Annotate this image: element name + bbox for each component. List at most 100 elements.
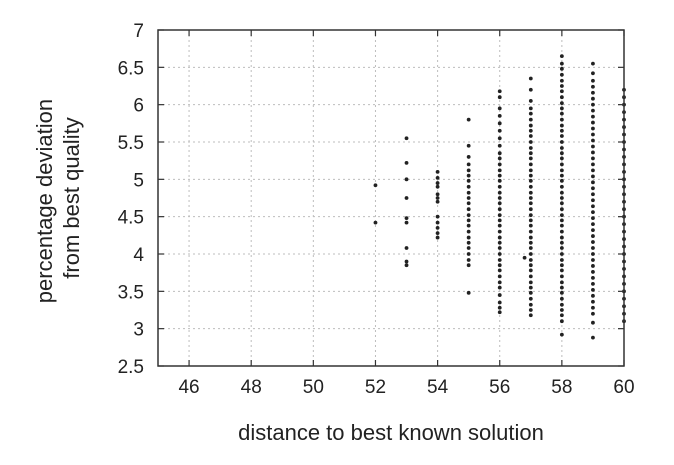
data-point [497, 229, 502, 234]
data-point [497, 113, 502, 118]
data-point [435, 192, 440, 197]
data-point [497, 162, 502, 167]
data-point [497, 136, 502, 141]
data-point [528, 201, 533, 206]
data-point [559, 84, 564, 88]
data-point [591, 186, 595, 191]
data-point [497, 240, 502, 245]
data-point [591, 150, 595, 155]
data-point [559, 123, 564, 128]
data-point [466, 207, 471, 212]
data-point [559, 128, 564, 133]
data-point [404, 263, 409, 268]
data-point [466, 235, 471, 240]
data-point [522, 255, 527, 260]
data-point [559, 201, 564, 206]
data-point [559, 106, 564, 111]
data-point [497, 168, 502, 173]
data-point [435, 235, 440, 240]
y-tick-label: 5.5 [118, 133, 144, 154]
data-point [591, 270, 595, 274]
data-point [528, 235, 533, 240]
data-point [466, 190, 471, 195]
data-point [435, 231, 440, 235]
data-point [528, 99, 533, 103]
data-point [373, 183, 378, 188]
data-point [559, 151, 564, 156]
data-point [528, 178, 533, 183]
data-point [591, 293, 595, 298]
data-point [559, 285, 564, 290]
data-point [591, 144, 595, 149]
y-tick-label: 2.5 [118, 357, 144, 378]
data-point [559, 319, 564, 324]
y-tick-label: 4.5 [118, 208, 144, 229]
data-point [591, 228, 595, 233]
data-point [528, 302, 533, 307]
data-point [466, 246, 471, 250]
data-point [466, 184, 471, 189]
data-point [591, 192, 595, 197]
data-point [591, 216, 595, 221]
data-point [497, 95, 502, 100]
data-point [528, 213, 533, 218]
x-tick-label: 50 [303, 377, 324, 398]
data-point [497, 300, 502, 305]
data-point [559, 223, 564, 228]
y-tick-label: 5 [133, 170, 144, 191]
data-point [559, 184, 564, 189]
data-point [591, 246, 595, 250]
data-point [559, 308, 564, 312]
data-point [466, 213, 471, 218]
data-point [591, 180, 595, 185]
data-point [497, 280, 502, 285]
y-tick-label: 7 [133, 21, 144, 42]
data-point [559, 332, 564, 337]
data-point [559, 252, 564, 256]
data-point [404, 246, 409, 250]
data-point [528, 290, 533, 295]
data-point [591, 222, 595, 227]
data-point [497, 218, 502, 223]
y-tick-label: 4 [133, 245, 144, 266]
data-point [497, 190, 502, 195]
data-point [466, 173, 471, 178]
data-point [559, 101, 564, 106]
data-point [373, 220, 378, 225]
x-tick-label: 52 [365, 377, 386, 398]
data-point [528, 156, 533, 161]
data-point [559, 207, 564, 212]
data-point [528, 240, 533, 245]
data-point [559, 134, 564, 138]
data-point [591, 114, 595, 119]
data-point [559, 173, 564, 178]
data-point [559, 240, 564, 245]
data-point [528, 252, 533, 256]
data-point [591, 138, 595, 143]
data-point [466, 168, 471, 173]
data-point [559, 218, 564, 223]
data-point [559, 111, 564, 116]
x-tick-label: 54 [427, 377, 449, 398]
data-point [528, 308, 533, 312]
data-point [559, 89, 564, 94]
data-point [528, 313, 533, 318]
data-point [528, 218, 533, 223]
data-point [435, 181, 440, 185]
data-point [528, 76, 533, 81]
data-point [559, 162, 564, 167]
data-point [591, 198, 595, 203]
data-point [528, 106, 533, 111]
data-point [404, 177, 409, 182]
y-axis-label: percentage deviation from best quality [32, 93, 84, 303]
data-point [497, 252, 502, 256]
data-point [435, 175, 440, 180]
data-point [528, 296, 533, 301]
data-point [404, 216, 409, 221]
data-point [559, 302, 564, 307]
data-point [466, 155, 471, 159]
data-point [466, 162, 471, 167]
data-point [528, 263, 533, 268]
data-point [497, 305, 502, 310]
data-point [559, 78, 564, 83]
